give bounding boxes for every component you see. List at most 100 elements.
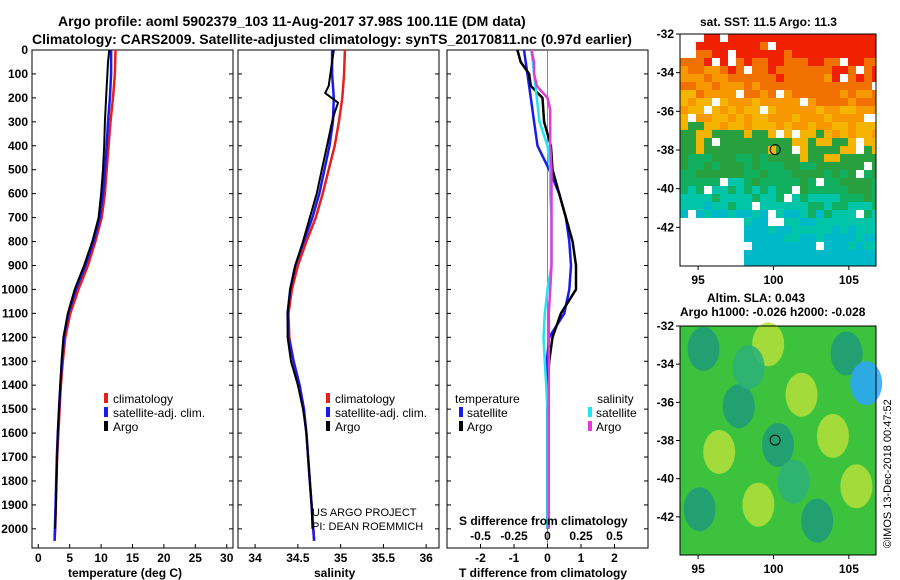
sst-cell	[728, 74, 736, 82]
sst-cell	[784, 138, 792, 146]
sst-cell	[728, 106, 736, 114]
sst-cell	[816, 202, 824, 210]
sst-cell	[824, 250, 832, 258]
depth-tick-label: 700	[8, 211, 28, 225]
sst-map-title: sat. SST: 11.5 Argo: 11.3	[700, 15, 837, 29]
depth-tick-label: 900	[8, 258, 28, 272]
sst-cell	[784, 250, 792, 258]
sst-cell	[816, 106, 824, 114]
sst-cell	[744, 50, 752, 58]
sst-cell	[776, 66, 784, 74]
sst-cell	[800, 66, 808, 74]
sst-cell	[704, 82, 712, 90]
sst-cell	[824, 42, 832, 50]
sst-cell	[696, 42, 704, 50]
sst-cell	[704, 130, 712, 138]
sst-cell	[736, 130, 744, 138]
sst-cell	[712, 146, 720, 154]
sst-cell	[840, 82, 848, 90]
sst-cell	[760, 242, 768, 250]
sst-lat-tick-label: -32	[657, 27, 675, 41]
sst-cell	[872, 138, 876, 146]
sst-cell	[816, 58, 824, 66]
temperature-profile-lines	[53, 49, 117, 541]
sst-cell	[776, 42, 784, 50]
sst-cell	[704, 178, 712, 186]
sst-cell	[864, 90, 872, 98]
legend-swatch-climatology	[104, 393, 108, 403]
legend-label-t-satellite: satellite	[467, 406, 508, 420]
sst-cell	[872, 130, 876, 138]
sst-cell	[776, 242, 784, 250]
sst-cell	[752, 90, 760, 98]
sst-cell	[800, 122, 808, 130]
sst-cell	[744, 210, 752, 218]
sst-cell	[848, 34, 856, 42]
sst-cell	[808, 218, 816, 226]
sst-cell	[728, 170, 736, 178]
series-line-climatology	[287, 49, 347, 541]
sst-cell	[840, 130, 848, 138]
sst-cell	[792, 114, 800, 122]
sst-cell	[720, 114, 728, 122]
sst-cell	[744, 258, 752, 266]
sst-cell	[800, 178, 808, 186]
sst-cell	[872, 162, 876, 170]
sst-cell	[856, 50, 864, 58]
sst-cell	[768, 74, 776, 82]
sst-cell	[728, 42, 736, 50]
sla-anomaly-blob	[816, 413, 849, 458]
sst-cell	[840, 258, 848, 266]
sst-cell	[776, 114, 784, 122]
sst-cell	[856, 218, 864, 226]
sst-cell	[712, 130, 720, 138]
sst-cell	[808, 42, 816, 50]
sst-cell	[712, 42, 720, 50]
t-difference-tick-label: 0	[544, 551, 551, 565]
sst-cell	[720, 50, 728, 58]
sst-cell	[792, 82, 800, 90]
sst-cell	[816, 170, 824, 178]
sst-cell	[832, 178, 840, 186]
sst-cell	[728, 34, 736, 42]
sst-cell	[752, 154, 760, 162]
temperature-tick-label: 30	[220, 551, 234, 565]
sst-cell	[808, 74, 816, 82]
sst-cell	[848, 170, 856, 178]
legend-label-s-argo: Argo	[596, 420, 622, 434]
sst-cell	[736, 34, 744, 42]
sst-cell	[864, 250, 872, 258]
sst-cell	[864, 130, 872, 138]
sst-cell	[864, 226, 872, 234]
sst-cell	[792, 90, 800, 98]
sst-heatmap-cells	[680, 34, 876, 266]
sst-cell	[864, 74, 872, 82]
sst-cell	[784, 58, 792, 66]
sst-cell	[728, 90, 736, 98]
depth-tick-label: 1600	[1, 426, 28, 440]
sst-cell	[784, 154, 792, 162]
sst-cell	[704, 66, 712, 74]
sla-anomaly-blob	[850, 361, 883, 406]
sst-lon-tick-label: 100	[763, 273, 783, 287]
sst-cell	[800, 106, 808, 114]
sla-lat-tick-label: -40	[657, 472, 675, 486]
sst-cell	[720, 122, 728, 130]
legend-label-satellite-adj: satellite-adj. clim.	[335, 406, 427, 420]
sst-cell	[872, 258, 876, 266]
sst-cell	[872, 218, 876, 226]
sst-cell	[848, 122, 856, 130]
sst-cell	[680, 194, 688, 202]
sst-cell	[744, 114, 752, 122]
sst-cell	[688, 194, 696, 202]
sst-cell	[752, 122, 760, 130]
sst-cell	[696, 186, 704, 194]
sst-cell	[744, 250, 752, 258]
sla-heatmap-cells	[680, 322, 883, 555]
sst-cell	[864, 58, 872, 66]
sst-cell	[776, 194, 784, 202]
sst-cell	[856, 162, 864, 170]
sst-cell	[720, 130, 728, 138]
sst-cell	[824, 50, 832, 58]
sst-cell	[712, 90, 720, 98]
